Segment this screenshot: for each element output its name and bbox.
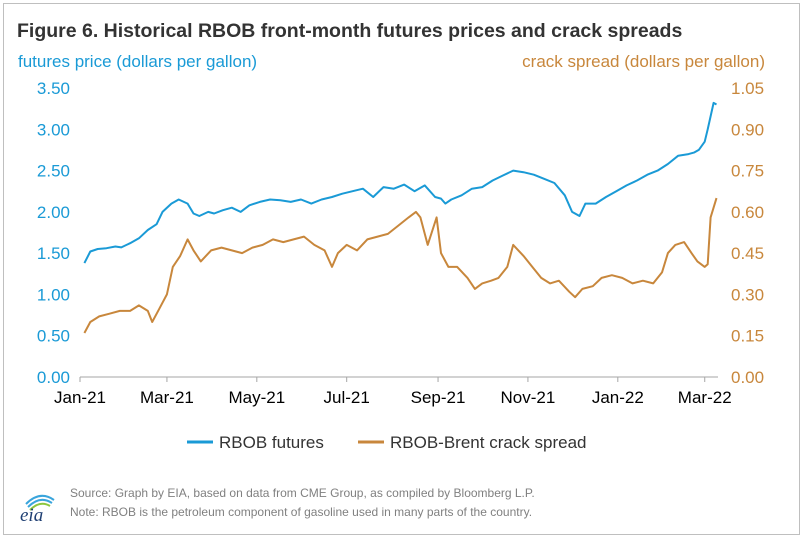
eia-logo-text: eia xyxy=(20,505,44,526)
crack-spread-line xyxy=(83,197,718,334)
left-tick-label: 2.00 xyxy=(37,203,70,222)
right-tick-label: 0.15 xyxy=(731,327,764,346)
right-tick-label: 0.45 xyxy=(731,244,764,263)
eia-logo-icon xyxy=(25,494,55,511)
right-axis-label: crack spread (dollars per gallon) xyxy=(522,52,765,71)
left-tick-label: 3.50 xyxy=(37,79,70,98)
footnote: Note: RBOB is the petroleum component of… xyxy=(70,505,533,519)
x-tick-label: Jan-21 xyxy=(54,388,106,407)
right-tick-label: 0.75 xyxy=(731,162,764,181)
x-tick-label: Sep-21 xyxy=(411,388,466,407)
right-tick-label: 0.90 xyxy=(731,120,764,139)
left-tick-label: 0.50 xyxy=(37,327,70,346)
right-tick-label: 0.60 xyxy=(731,203,764,222)
left-tick-label: 1.00 xyxy=(37,285,70,304)
legend: RBOB futures RBOB-Brent crack spread xyxy=(187,433,587,452)
chart-title: Figure 6. Historical RBOB front-month fu… xyxy=(17,20,683,42)
series-lines xyxy=(83,101,718,334)
x-tick-label: Mar-21 xyxy=(140,388,194,407)
rbob-futures-line xyxy=(83,101,717,264)
legend-label-crack: RBOB-Brent crack spread xyxy=(390,433,587,452)
x-tick-label: Mar-22 xyxy=(678,388,732,407)
right-tick-label: 0.30 xyxy=(731,285,764,304)
left-tick-label: 2.50 xyxy=(37,162,70,181)
x-tick-label: Jan-22 xyxy=(592,388,644,407)
left-tick-label: 0.00 xyxy=(37,368,70,387)
x-tick-label: Jul-21 xyxy=(324,388,370,407)
x-tick-label: Nov-21 xyxy=(501,388,556,407)
left-tick-label: 3.00 xyxy=(37,120,70,139)
chart-frame xyxy=(3,3,800,535)
source-note: Source: Graph by EIA, based on data from… xyxy=(70,486,535,500)
x-tick-label: May-21 xyxy=(228,388,285,407)
right-tick-label: 0.00 xyxy=(731,368,764,387)
right-tick-label: 1.05 xyxy=(731,79,764,98)
legend-label-futures: RBOB futures xyxy=(219,433,324,452)
axes: 0.00 0.50 1.00 1.50 2.00 2.50 3.00 3.50 0.00 0.15… xyxy=(37,79,764,407)
left-axis-label: futures price (dollars per gallon) xyxy=(18,52,258,71)
left-tick-label: 1.50 xyxy=(37,244,70,263)
